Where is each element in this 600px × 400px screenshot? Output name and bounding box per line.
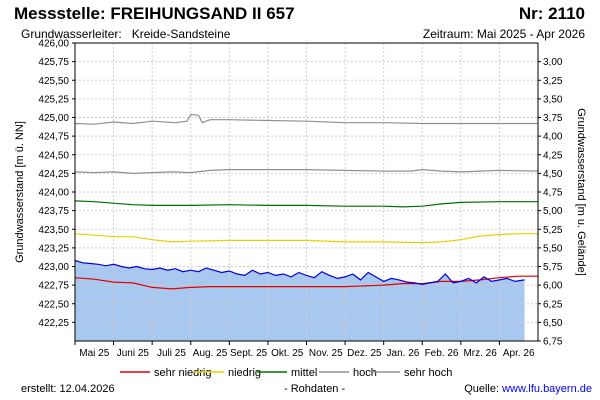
y-tick-label: 424,75 xyxy=(38,132,69,143)
x-tick-label: Okt. 25 xyxy=(271,348,304,359)
y-tick-label: 422,25 xyxy=(38,318,69,329)
station-number: Nr: 2110 xyxy=(518,4,585,23)
y-tick-label: 425,25 xyxy=(38,94,69,105)
source-link[interactable]: www.lfu.bayern.de xyxy=(502,383,592,395)
y2-tick-label: 4,50 xyxy=(543,169,563,180)
series-line-messwerte xyxy=(74,259,525,286)
series-line-hoch xyxy=(74,168,539,175)
y-tick-label: 423,00 xyxy=(38,262,69,273)
y2-tick-label: 5,50 xyxy=(543,243,563,254)
legend-label: hoch xyxy=(353,367,377,379)
y2-tick-label: 6,00 xyxy=(543,281,563,292)
source-info: Quelle: www.lfu.bayern.de xyxy=(464,383,592,395)
aquifer-value: Kreide-Sandsteine xyxy=(131,27,231,41)
source-label: Quelle: xyxy=(464,383,500,395)
y2-tick-label: 4,75 xyxy=(543,188,563,199)
x-tick-label: Dez. 25 xyxy=(347,348,382,359)
created-date: erstellt: 12.04.2026 xyxy=(21,383,115,395)
y-tick-label: 425,75 xyxy=(38,57,69,68)
series-line-sehr-niedrig xyxy=(74,275,538,290)
series-line-niedrig xyxy=(74,233,538,244)
legend-label: sehr niedrig xyxy=(154,367,211,379)
y-tick-label: 423,50 xyxy=(38,225,69,236)
x-tick-label: Juli 25 xyxy=(157,348,186,359)
y-tick-label: 425,00 xyxy=(38,113,69,124)
y-tick-label: 422,50 xyxy=(38,299,69,310)
series-line-sehr-hoch xyxy=(74,113,538,125)
y-tick-label: 426,00 xyxy=(38,39,69,50)
aquifer-info: Grundwasserleiter: Kreide-Sandsteine xyxy=(21,27,230,41)
y-tick-label: 423,25 xyxy=(38,243,69,254)
period-info: Zeitraum: Mai 2025 - Apr 2026 xyxy=(422,27,585,41)
measured-area xyxy=(75,260,525,341)
x-tick-label: Sept. 25 xyxy=(230,348,268,359)
y2-tick-label: 6,75 xyxy=(543,337,563,348)
x-tick-label: Nov. 25 xyxy=(309,348,343,359)
aquifer-label: Grundwasserleiter: xyxy=(21,27,122,41)
y2-tick-label: 5,75 xyxy=(543,262,563,273)
y2-tick-label: 3,50 xyxy=(543,94,563,105)
x-tick-label: Feb. 26 xyxy=(425,348,459,359)
legend-label: mittel xyxy=(291,367,317,379)
data-status: - Rohdaten - xyxy=(284,383,346,395)
y-tick-label: 424,00 xyxy=(38,188,69,199)
station-title: Messstelle: FREIHUNGSAND II 657 xyxy=(14,4,295,23)
y-tick-label: 424,50 xyxy=(38,150,69,161)
y2-tick-label: 3,25 xyxy=(543,76,563,87)
x-tick-label: Juni 25 xyxy=(117,348,150,359)
series-line-mittel xyxy=(74,200,538,208)
x-tick-label: Mrz. 26 xyxy=(463,348,497,359)
y-tick-label: 425,50 xyxy=(38,76,69,87)
y2-axis-title: Grundwasserstand [m u. Gelände] xyxy=(575,108,587,276)
y-tick-label: 424,25 xyxy=(38,169,69,180)
y2-tick-label: 6,25 xyxy=(543,299,563,310)
x-tick-label: Jan. 26 xyxy=(387,348,420,359)
y-tick-label: 423,75 xyxy=(38,206,69,217)
x-tick-label: Aug. 25 xyxy=(193,348,228,359)
legend-label: sehr hoch xyxy=(404,367,452,379)
y-axis-title: Grundwasserstand [m ü. NN] xyxy=(14,121,26,263)
y2-tick-label: 3,00 xyxy=(543,57,563,68)
y2-tick-label: 6,50 xyxy=(543,318,563,329)
y2-tick-label: 4,00 xyxy=(543,132,563,143)
y2-tick-label: 4,25 xyxy=(543,150,563,161)
legend-label: niedrig xyxy=(228,367,261,379)
x-tick-label: Mai 25 xyxy=(79,348,109,359)
x-tick-label: Apr. 26 xyxy=(503,348,535,359)
y-tick-label: 422,75 xyxy=(38,281,69,292)
y2-tick-label: 5,00 xyxy=(543,206,563,217)
y2-tick-label: 3,75 xyxy=(543,113,563,124)
y2-tick-label: 5,25 xyxy=(543,225,563,236)
